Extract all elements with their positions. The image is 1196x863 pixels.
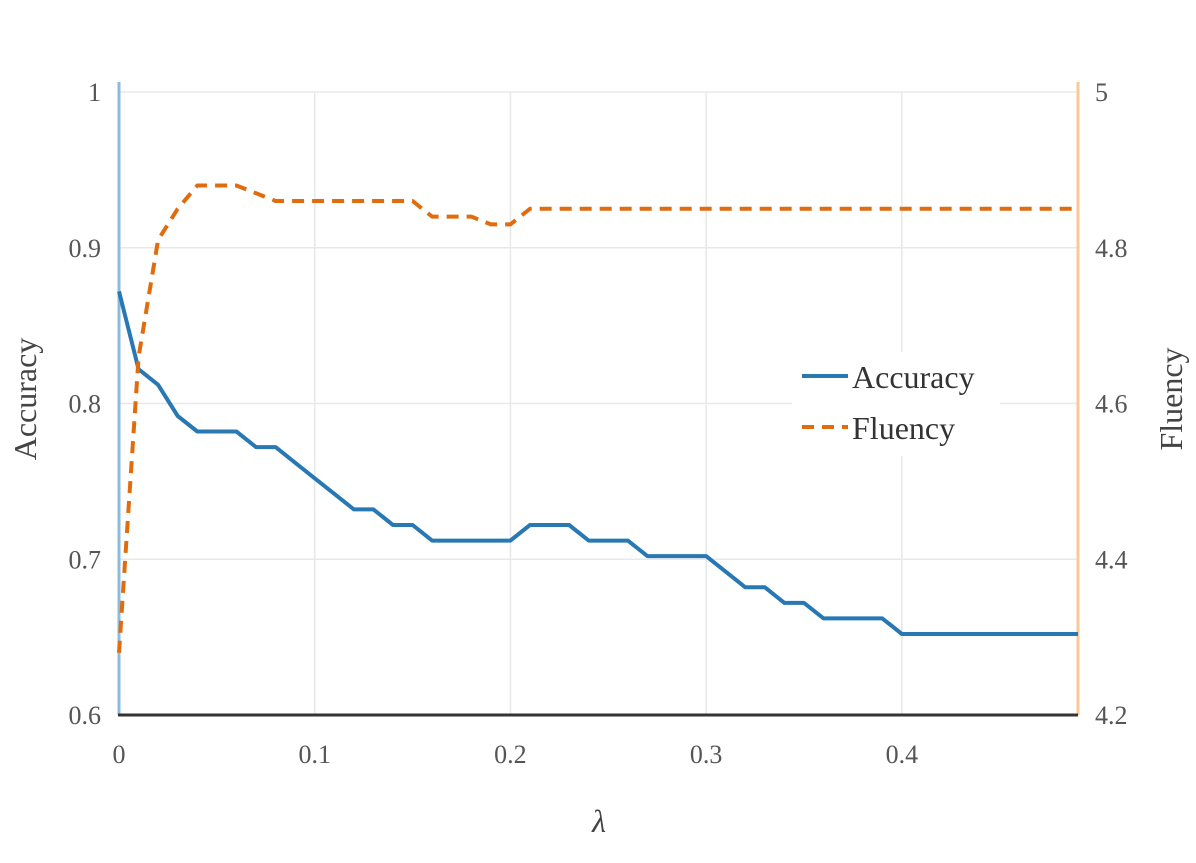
y2-tick-label: 4.6 <box>1095 390 1128 419</box>
x-tick-label: 0.4 <box>886 740 919 769</box>
legend-background <box>792 352 1000 456</box>
y-tick-label: 0.9 <box>69 234 102 263</box>
axes <box>117 82 1080 717</box>
tick-labels: 0 0.1 0.2 0.3 0.4 0.6 0.7 0.8 0.9 1 4.2 4.4 4.6 4.8 5 <box>69 78 1128 769</box>
x-tick-label: 0.3 <box>690 740 723 769</box>
y2-axis-title: Fluency <box>1153 347 1189 450</box>
y2-tick-label: 4.2 <box>1095 701 1128 730</box>
y-tick-label: 0.7 <box>69 545 102 574</box>
series-line-fluency <box>117 183 1078 653</box>
grid <box>119 91 1078 715</box>
legend: Accuracy Fluency <box>792 352 1000 456</box>
y-tick-label: 0.8 <box>69 390 102 419</box>
x-tick-label: 0.2 <box>494 740 527 769</box>
series <box>117 183 1078 653</box>
y2-tick-label: 4.8 <box>1095 234 1128 263</box>
x-tick-label: 0.1 <box>298 740 331 769</box>
y2-tick-label: 4.4 <box>1095 545 1128 574</box>
y-tick-label: 0.6 <box>69 701 102 730</box>
y-tick-label: 1 <box>88 78 101 107</box>
y-axis-title: Accuracy <box>7 338 43 461</box>
series-line-accuracy <box>117 290 1078 636</box>
x-tick-label: 0 <box>113 740 126 769</box>
x-axis-title: λ <box>591 803 606 839</box>
y2-tick-label: 5 <box>1095 78 1108 107</box>
legend-label-fluency: Fluency <box>852 410 955 446</box>
legend-label-accuracy: Accuracy <box>852 359 975 395</box>
